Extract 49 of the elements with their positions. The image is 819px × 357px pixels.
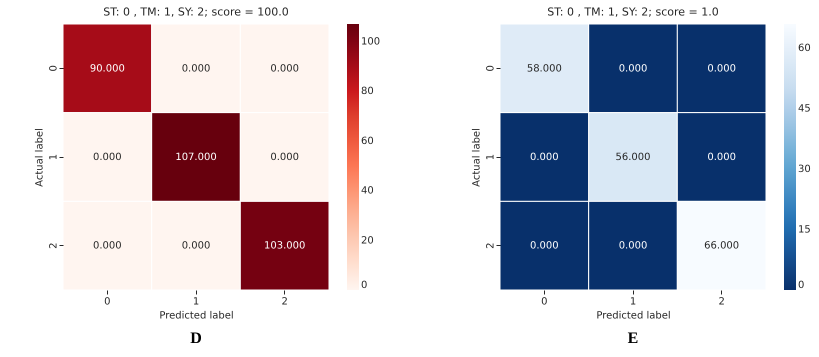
y-tick-label: 1 [48,154,60,160]
data-label: 0.000 [530,152,559,163]
data-label: 107.000 [175,152,217,163]
color-bar-label: 60 [361,136,374,147]
color-bar-label: 80 [361,86,374,98]
x-tick-label: 1 [630,296,636,308]
data-label: 0.000 [182,63,210,74]
data-label: 0.000 [270,63,299,74]
color-bar-label: 15 [798,224,811,236]
data-label: 0.000 [707,152,736,163]
color-bar-label: 40 [361,186,374,197]
x-tick-label: 1 [192,296,200,308]
data-label: 56.000 [616,152,650,163]
color-bar-label: 45 [798,104,811,115]
x-axis-title: Predicted label [596,310,671,322]
color-bar-label: 20 [361,235,374,246]
x-tick-label: 0 [541,296,548,308]
color-bar-label: 0 [798,280,804,291]
text: D [190,330,202,347]
data-label: 0.000 [93,152,122,163]
x-tick-label: 2 [718,296,725,308]
y-tick-label: 2 [486,242,496,249]
y-axis-title: Actual label [34,128,46,187]
data-label: 103.000 [264,240,306,252]
x-tick-label: 2 [281,296,288,308]
chart-title: ST: 0 , TM: 1, SY: 2; score = 1.0 [547,6,719,18]
data-label: 0.000 [270,152,299,163]
y-tick-label: 0 [48,65,60,72]
data-label: 0.000 [707,63,736,74]
color-bar-label: 30 [798,164,811,176]
y-tick-label: 0 [486,65,496,72]
data-label: 0.000 [618,63,648,74]
color-bar-label: 0 [361,280,368,291]
chart-title: ST: 0 , TM: 1, SY: 2; score = 100.0 [103,6,289,18]
data-label: 0.000 [182,240,210,252]
color-bar-label: 100 [361,36,380,48]
data-label: 0.000 [530,240,559,252]
data-label: 58.000 [526,63,562,74]
data-label: 0.000 [618,240,648,252]
x-axis-title: Predicted label [159,310,234,322]
data-label: 0.000 [93,240,122,252]
data-label: 66.000 [704,240,740,252]
data-label: 90.000 [90,63,125,74]
color-bar-label: 60 [798,43,811,54]
y-tick-label: 2 [48,242,60,249]
y-tick-label: 1 [486,154,496,160]
y-axis-title: Actual label [472,128,482,187]
x-tick-label: 0 [104,296,111,308]
text: E [628,330,638,347]
